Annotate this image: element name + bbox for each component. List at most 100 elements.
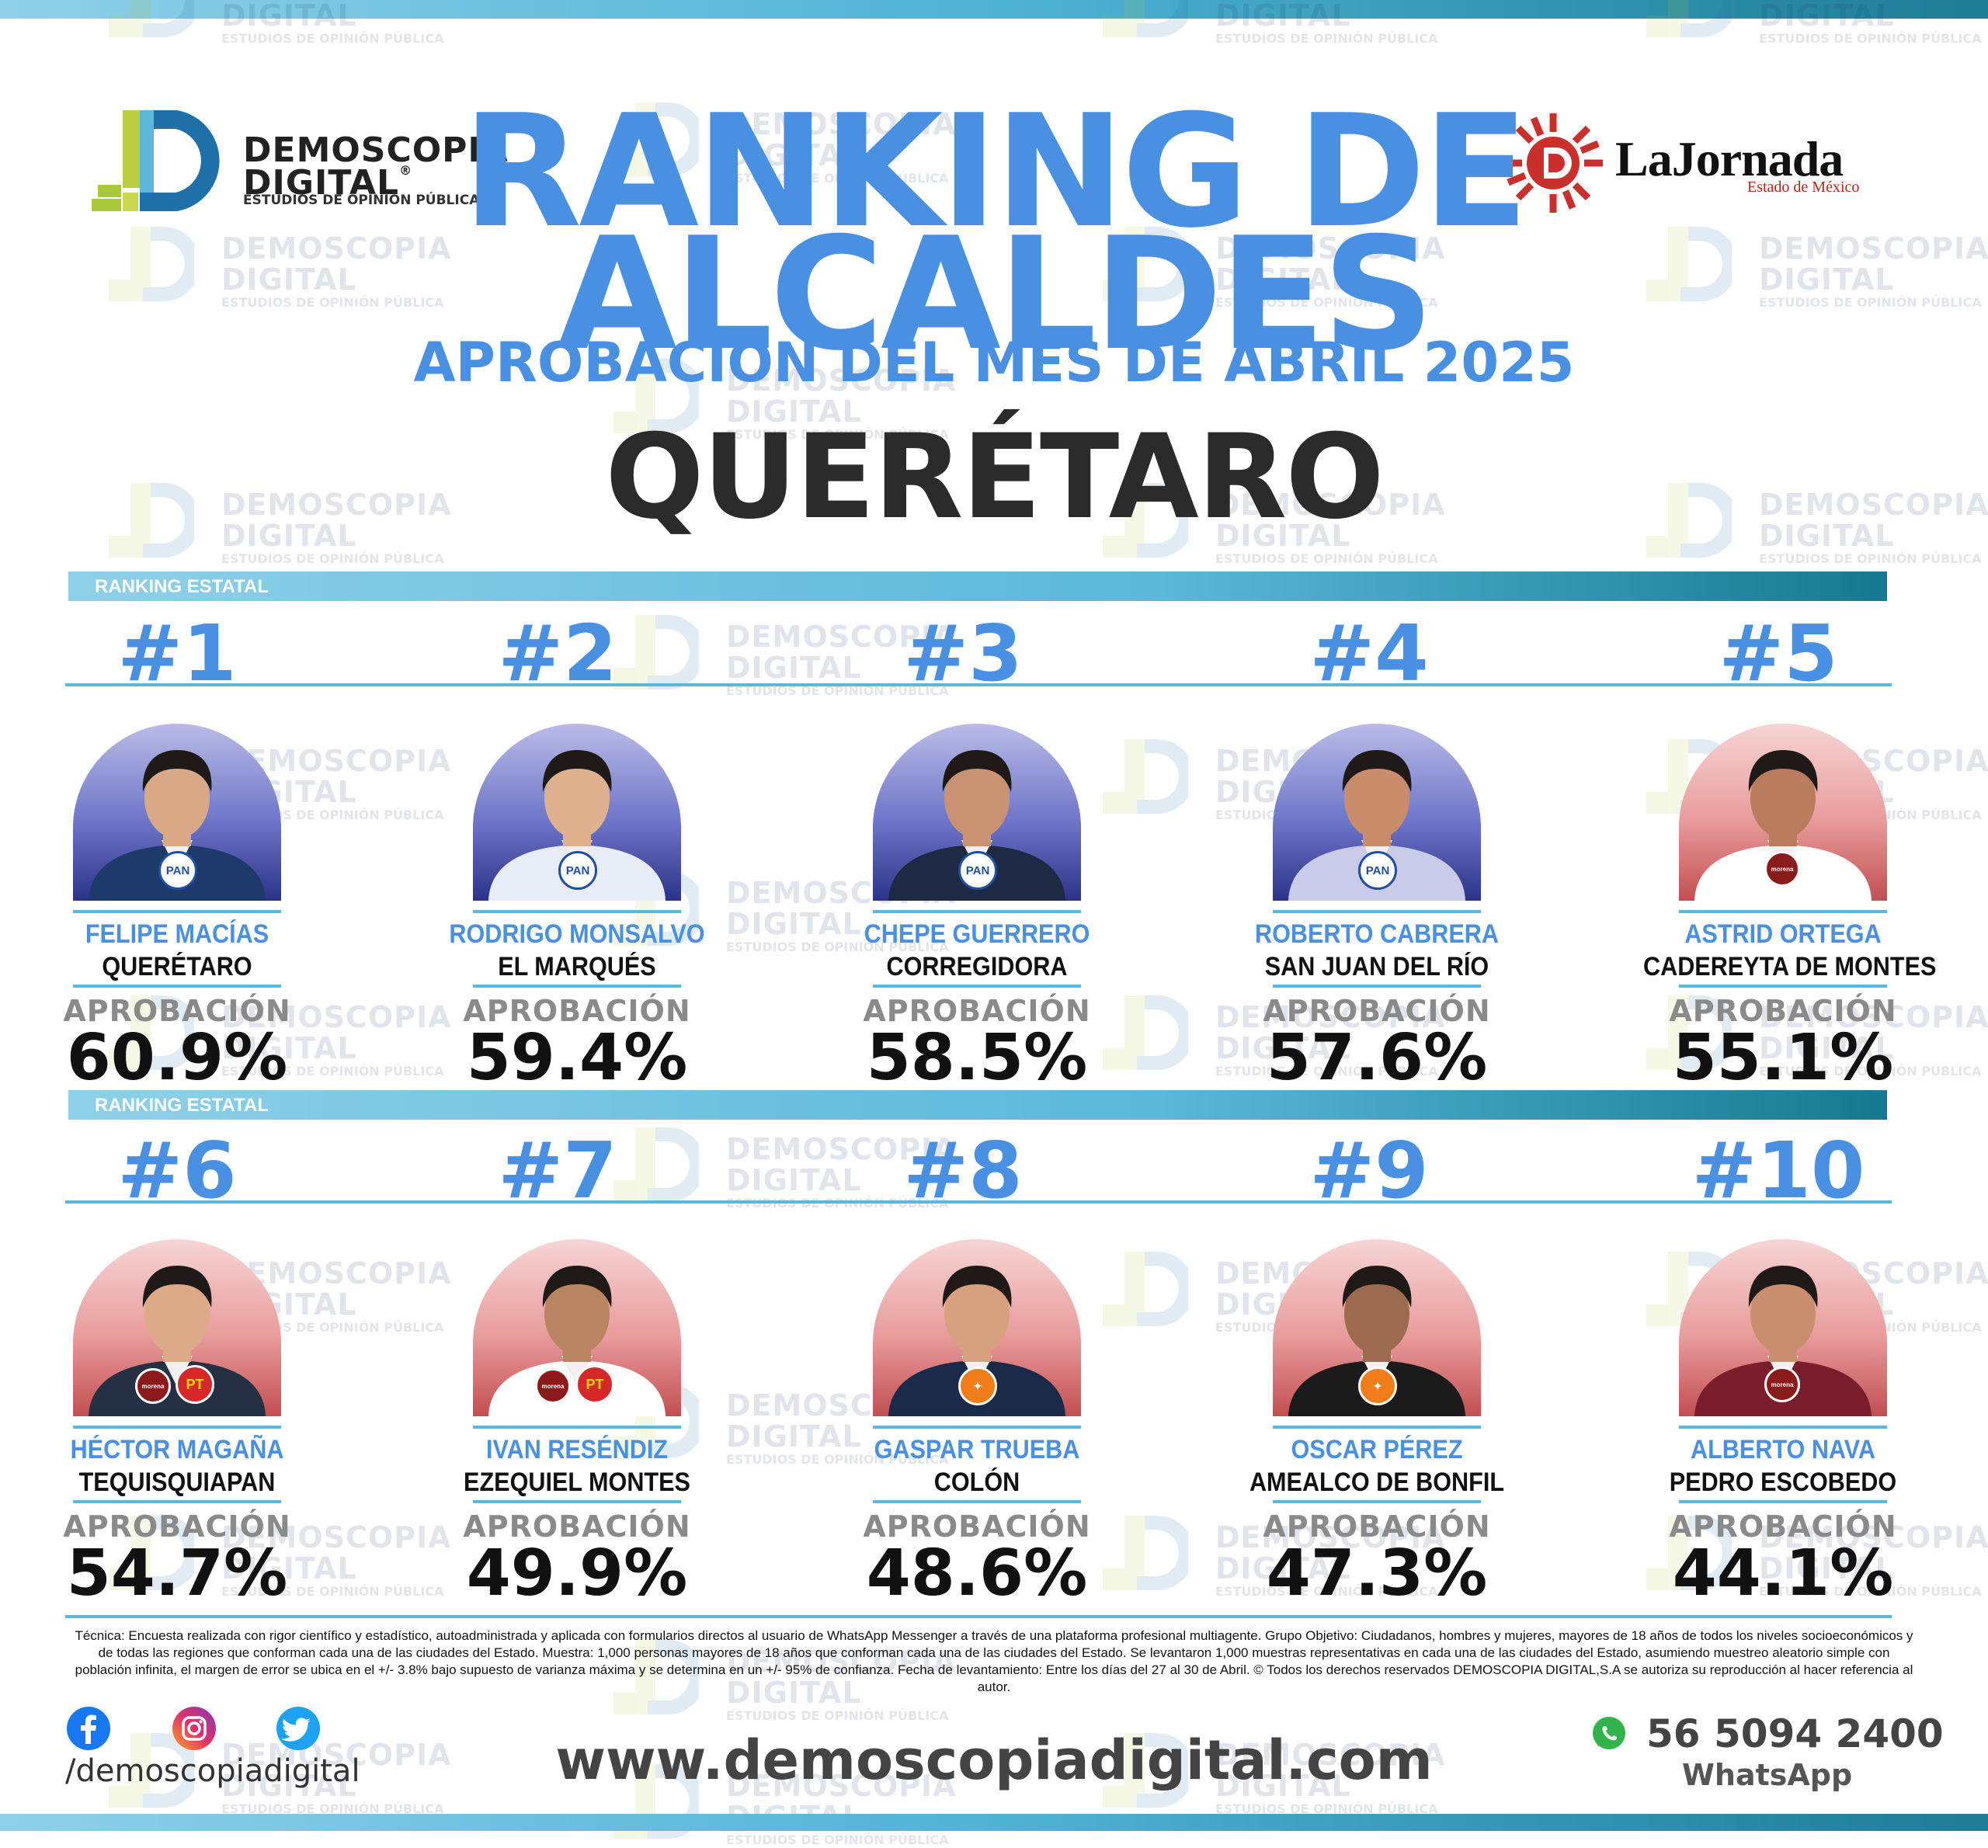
card-divider xyxy=(73,910,281,913)
demoscopia-logo-tagline: ESTUDIOS DE OPINIÓN PÚBLICA xyxy=(243,193,480,208)
card-divider xyxy=(73,985,281,988)
social-icons xyxy=(65,1705,391,1752)
demoscopia-d-icon xyxy=(92,110,220,211)
approval-percentage: 44.1% xyxy=(1672,1537,1894,1610)
pan-badge-icon: PAN xyxy=(558,851,597,890)
lajornada-subtitle: Estado de México xyxy=(1747,179,1860,196)
rank-number: #4 xyxy=(1309,608,1429,699)
bottom-accent-bar xyxy=(0,1814,1988,1831)
pan-badge-icon: PAN xyxy=(158,851,197,890)
card-divider xyxy=(473,910,681,913)
mayor-name: HÉCTOR MAGAÑA xyxy=(70,1435,284,1464)
subtitle: APROBACIÓN DEL MES DE ABRIL 2025 xyxy=(413,331,1575,394)
lajornada-wordmark: LaJornada xyxy=(1615,131,1844,186)
mayor-name: FELIPE MACÍAS xyxy=(85,919,269,949)
card-divider xyxy=(73,1500,281,1503)
website-link[interactable]: www.demoscopiadigital.com xyxy=(555,1728,1433,1792)
rank-number: #8 xyxy=(903,1125,1023,1216)
mayor-name: ALBERTO NAVA xyxy=(1690,1435,1875,1464)
ranking-band-2: RANKING ESTATAL xyxy=(68,1090,1887,1120)
approval-percentage: 49.9% xyxy=(466,1537,688,1610)
approval-label: APROBACIÓN xyxy=(63,1509,291,1544)
mayor-photo: morena PT xyxy=(473,1239,681,1416)
approval-percentage: 58.5% xyxy=(866,1021,1088,1095)
morena-badge-icon: morena xyxy=(135,1368,171,1404)
approval-percentage: 48.6% xyxy=(866,1537,1088,1610)
mayor-municipality: AMEALCO DE BONFIL xyxy=(1249,1468,1505,1497)
pan-badge-icon: PAN xyxy=(958,851,997,890)
rank-number: #2 xyxy=(498,608,617,699)
approval-percentage: 59.4% xyxy=(466,1021,688,1095)
mayor-name: ROBERTO CABRERA xyxy=(1255,919,1499,949)
morena-badge-icon: morena xyxy=(1764,1367,1800,1402)
rank-divider-1 xyxy=(65,683,1892,686)
whatsapp-icon xyxy=(1593,1717,1625,1749)
footer-divider xyxy=(65,1615,1892,1618)
lajornada-logo: LaJornada Estado de México xyxy=(1499,109,1903,217)
lajornada-sun-icon xyxy=(1503,113,1603,213)
rank-divider-2 xyxy=(65,1200,1892,1204)
whatsapp-label: WhatsApp xyxy=(1682,1758,1853,1792)
mayor-name: RODRIGO MONSALVO xyxy=(449,919,705,949)
morena-badge-icon: morena xyxy=(535,1368,571,1404)
approval-percentage: 55.1% xyxy=(1672,1021,1894,1095)
mayor-name: CHEPE GUERRERO xyxy=(864,919,1090,949)
card-divider xyxy=(873,1426,1081,1429)
approval-percentage: 57.6% xyxy=(1266,1021,1488,1095)
card-divider xyxy=(473,1426,681,1429)
mayor-photo: morena xyxy=(1679,724,1887,901)
mc-badge-icon: ✦ xyxy=(958,1367,997,1405)
mayor-photo: ✦ xyxy=(873,1239,1081,1416)
mayor-photo: PAN xyxy=(1273,724,1481,901)
ranking-band-label: RANKING ESTATAL xyxy=(95,576,269,597)
title-line1: RANKING DE xyxy=(462,82,1528,262)
mayor-municipality: EZEQUIEL MONTES xyxy=(464,1468,690,1497)
mayor-municipality: SAN JUAN DEL RÍO xyxy=(1264,952,1489,981)
approval-percentage: 54.7% xyxy=(66,1537,288,1610)
card-divider xyxy=(1273,985,1481,988)
mayor-photo: PAN xyxy=(873,724,1081,901)
phone-number[interactable]: 56 5094 2400 xyxy=(1646,1711,1944,1756)
mayor-municipality: TEQUISQUIAPAN xyxy=(78,1468,276,1497)
card-divider xyxy=(1679,985,1887,988)
pan-badge-icon: PAN xyxy=(1358,851,1397,890)
demoscopia-logo-line2: DIGITAL® xyxy=(243,163,413,203)
mayor-municipality: QUERÉTARO xyxy=(102,952,252,981)
approval-label: APROBACIÓN xyxy=(863,994,1091,1028)
instagram-icon[interactable] xyxy=(171,1705,217,1752)
card-divider xyxy=(1679,1426,1887,1429)
mayor-name: ASTRID ORTEGA xyxy=(1684,919,1882,949)
rank-number: #3 xyxy=(903,608,1023,699)
mc-badge-icon: ✦ xyxy=(1358,1367,1397,1405)
rank-number: #1 xyxy=(117,608,237,699)
ranking-band-label: RANKING ESTATAL xyxy=(95,1095,269,1116)
mayor-name: GASPAR TRUEBA xyxy=(874,1435,1080,1464)
top-accent-bar xyxy=(0,0,1988,19)
methodology-text: Técnica: Encuesta realizada con rigor ci… xyxy=(75,1628,1913,1694)
approval-percentage: 60.9% xyxy=(66,1021,288,1095)
card-divider xyxy=(1273,1426,1481,1429)
state-title: QUERÉTARO xyxy=(605,410,1385,545)
mayor-photo: ✦ xyxy=(1273,1239,1481,1416)
mayor-municipality: CADEREYTA DE MONTES xyxy=(1643,952,1937,981)
facebook-icon[interactable] xyxy=(65,1705,112,1752)
approval-label: APROBACIÓN xyxy=(1263,994,1491,1028)
approval-percentage: 47.3% xyxy=(1266,1537,1488,1610)
mayor-photo: PAN xyxy=(73,724,281,901)
card-divider xyxy=(473,1500,681,1503)
card-divider xyxy=(873,910,1081,913)
pt-badge-icon: PT xyxy=(176,1365,214,1404)
ranking-band-1: RANKING ESTATAL xyxy=(68,571,1887,601)
rank-number: #7 xyxy=(498,1125,617,1216)
card-divider xyxy=(1273,1500,1481,1503)
demoscopia-logo: DEMOSCOPIA DIGITAL® ESTUDIOS DE OPINIÓN … xyxy=(92,107,508,216)
title-line2: ALCALDES xyxy=(557,204,1434,385)
mayor-name: IVAN RESÉNDIZ xyxy=(485,1435,669,1464)
twitter-icon[interactable] xyxy=(275,1705,321,1752)
morena-badge-icon: morena xyxy=(1764,851,1800,887)
social-handle[interactable]: /demoscopiadigital xyxy=(65,1753,360,1789)
mayor-municipality: COLÓN xyxy=(933,1468,1020,1497)
rank-number: #10 xyxy=(1691,1125,1865,1216)
rank-number: #5 xyxy=(1719,608,1838,699)
mayor-photo: morena PT xyxy=(73,1239,281,1416)
